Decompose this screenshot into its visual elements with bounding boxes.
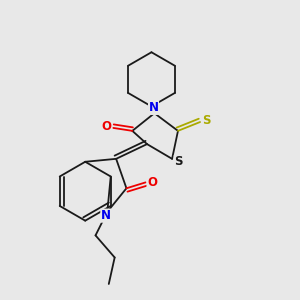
Text: S: S (202, 114, 211, 127)
Text: N: N (101, 209, 111, 222)
Text: O: O (147, 176, 157, 189)
Text: O: O (102, 120, 112, 133)
Text: N: N (148, 101, 158, 114)
Text: S: S (174, 155, 183, 168)
